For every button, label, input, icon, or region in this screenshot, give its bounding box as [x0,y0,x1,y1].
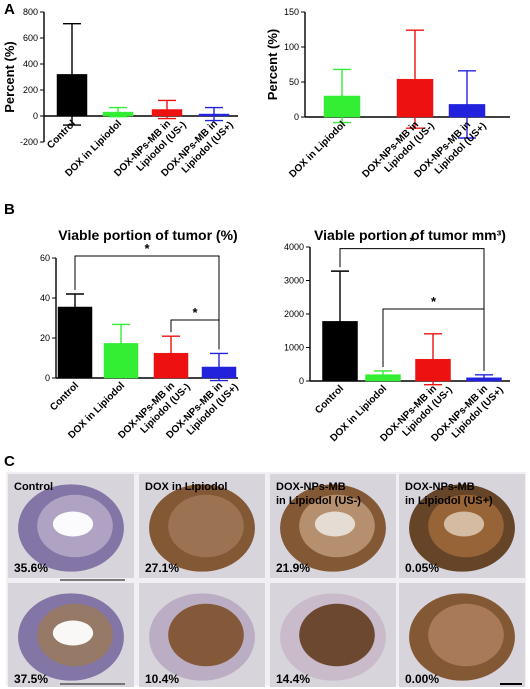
bar-outline-2 [365,374,401,382]
y-tick-label: 600 [23,33,38,43]
significance-star-2: * [192,305,198,320]
significance-star-1: * [144,241,150,256]
category-label-4: DOX-NPs-MB inLipiodol (US+) [429,376,505,452]
y-tick-label: 60 [40,253,50,263]
tissue-necrosis [52,511,94,537]
y-axis-label: Percent (%) [265,29,280,101]
tissue-column-label-line: in Lipiodol (US+) [405,495,493,507]
bar-outline-4 [198,113,230,117]
bar-outline-3 [153,352,189,379]
significance-bracket-1 [339,248,485,371]
tissue-value-top-3: 21.9% [276,561,310,575]
significance-bracket-2 [170,319,220,350]
y-tick-label: 200 [23,85,38,95]
tissue-necrosis [314,511,356,537]
category-label-3: DOX-NPs-MB inLipiodol (US-) [378,376,454,452]
tissue-column-label-1: Control [14,481,53,493]
y-tick-label: 2000 [284,309,304,319]
significance-star-1: * [409,234,415,249]
tissue-column-label-line: in Lipiodol (US-) [276,495,361,507]
category-label-2: DOX-NPs-MB inLipiodol (US-) [360,112,436,188]
y-tick-label: 0 [294,112,299,122]
category-label-1: Control [45,118,78,151]
panel-label-a: A [4,1,15,18]
bar-outline-3 [448,104,486,118]
tissue-column-label-line: DOX-NPs-MB [276,481,346,493]
significance-star-2: * [431,294,437,309]
y-tick-label: 50 [289,77,299,87]
tissue-value-bottom-1: 37.5% [14,672,48,686]
tissue-column-label-4: DOX-NPs-MB in Lipiodol (US+) [405,481,493,507]
significance-bracket-2 [382,308,485,371]
significance-bracket-1 [74,255,220,350]
category-label-3: DOX-NPs-MB inLipiodol (US+) [412,112,488,188]
tissue-value-top-4: 0.05% [405,561,439,575]
chart-title: Viable portion of tumor (%) [58,227,237,243]
tissue-necrosis [443,511,485,537]
category-label-1: Control [48,380,81,413]
bar-outline-2 [102,111,134,117]
y-tick-label: -200 [20,137,38,147]
bar-outline-2 [103,343,139,379]
bar-outline-4 [466,377,502,382]
panel-label-b: B [4,201,15,218]
category-label-3: DOX-NPs-MB inLipiodol (US-) [116,373,192,449]
tissue-value-bottom-3: 14.4% [276,672,310,686]
category-label-1: DOX in Lipiodol [287,119,348,180]
category-label-3: DOX-NPs-MB inLipiodol (US-) [112,111,188,187]
tissue-value-bottom-4: 0.00% [405,672,439,686]
y-tick-label: 0 [45,373,50,383]
category-label-1: Control [313,383,346,416]
bar-outline-1 [323,95,361,118]
y-tick-label: 40 [40,293,50,303]
category-label-4: DOX-NPs-MB inLipiodol (US+) [164,373,240,449]
y-tick-label: 4000 [284,242,304,252]
category-label-4: DOX-NPs-MB inLipiodol (US+) [159,111,235,187]
tissue-value-top-2: 27.1% [145,561,179,575]
y-tick-label: 150 [284,7,299,17]
panel-label-c: C [4,453,15,470]
y-axis-label: Percent (%) [2,41,17,113]
tissue-value-top-1: 35.6% [14,561,48,575]
tissue-core [168,494,244,558]
y-tick-label: 20 [40,333,50,343]
y-tick-label: 400 [23,59,38,69]
tissue-column-label-2: DOX in Lipiodol [145,481,228,493]
y-tick-label: 0 [33,111,38,121]
y-tick-label: 100 [284,42,299,52]
bar-outline-1 [57,306,93,379]
chart-title: Viable portion of tumor mm³) [314,227,506,243]
tissue-column-label-line: DOX-NPs-MB [405,481,475,493]
y-tick-label: 800 [23,7,38,17]
bar-outline-1 [56,74,88,117]
bar-outline-3 [151,109,183,117]
bar-outline-4 [201,366,237,379]
bar-outline-1 [322,321,358,382]
tissue-column-label-3: DOX-NPs-MB in Lipiodol (US-) [276,481,361,507]
tissue-core [168,603,244,667]
bar-outline-3 [415,358,451,382]
tissue-value-bottom-2: 10.4% [145,672,179,686]
y-tick-label: 0 [299,376,304,386]
tissue-necrosis [52,620,94,646]
tissue-core [299,603,375,667]
y-tick-label: 3000 [284,276,304,286]
tissue-core [428,603,504,667]
y-tick-label: 1000 [284,343,304,353]
bar-outline-2 [396,78,434,118]
